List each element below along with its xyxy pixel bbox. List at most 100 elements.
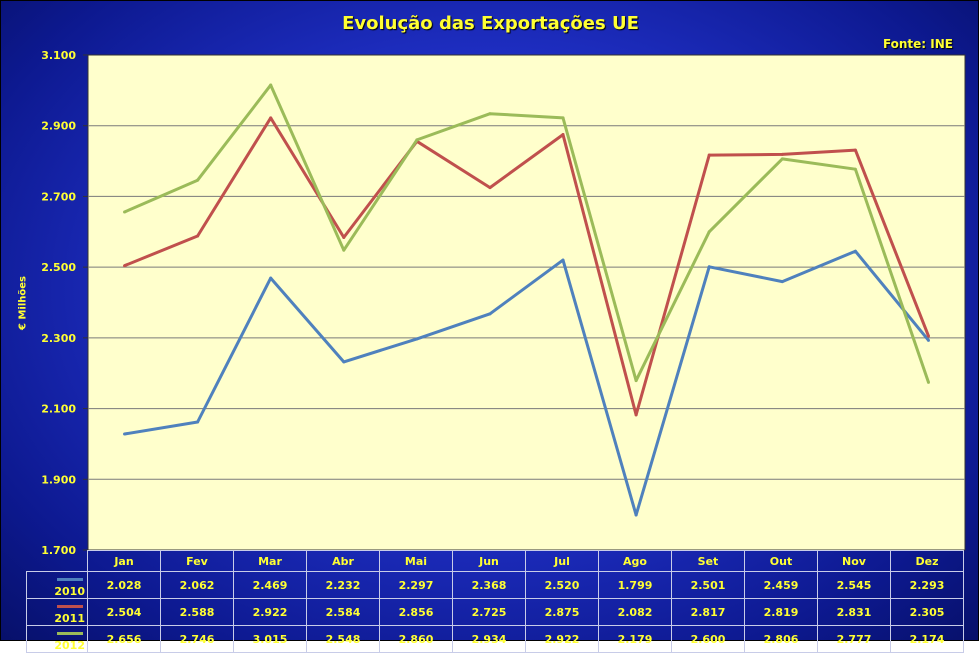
data-label: 2.368 xyxy=(452,571,526,599)
data-label: 2.459 xyxy=(744,571,818,599)
data-point-2012 xyxy=(707,230,711,234)
data-point-2011 xyxy=(488,186,492,190)
data-label: 2.777 xyxy=(817,625,891,653)
data-point-2010 xyxy=(488,312,492,316)
legend-swatch xyxy=(57,604,83,608)
data-label: 2.856 xyxy=(379,598,453,626)
data-label: 2.922 xyxy=(525,625,599,653)
chart-title: Evolução das Exportações UE xyxy=(342,13,639,34)
x-tick-label: Jun xyxy=(452,550,526,572)
data-label: 2.875 xyxy=(525,598,599,626)
data-point-2012 xyxy=(488,112,492,116)
series-line-2011 xyxy=(123,116,930,417)
data-label: 2.817 xyxy=(671,598,745,626)
data-point-2012 xyxy=(780,157,784,161)
data-point-2010 xyxy=(342,360,346,364)
data-point-2012 xyxy=(342,248,346,252)
data-point-2010 xyxy=(926,338,930,342)
data-label: 2.232 xyxy=(306,571,380,599)
data-label: 2.293 xyxy=(890,571,964,599)
data-label: 2.062 xyxy=(160,571,234,599)
data-point-2012 xyxy=(926,380,930,384)
y-tick-label: 1.900 xyxy=(41,473,76,486)
data-label: 2.297 xyxy=(379,571,453,599)
data-label: 2.831 xyxy=(817,598,891,626)
data-label: 2.501 xyxy=(671,571,745,599)
data-label: 2.305 xyxy=(890,598,964,626)
data-label: 2.179 xyxy=(598,625,672,653)
data-point-2010 xyxy=(853,249,857,253)
x-tick-label: Ago xyxy=(598,550,672,572)
data-point-2011 xyxy=(342,235,346,239)
data-label: 2.469 xyxy=(233,571,307,599)
data-label: 3.015 xyxy=(233,625,307,653)
data-point-2010 xyxy=(707,265,711,269)
legend-entry: 2012 xyxy=(26,625,88,653)
y-tick-label: 2.700 xyxy=(41,190,76,203)
data-label: 2.922 xyxy=(233,598,307,626)
data-point-2012 xyxy=(634,379,638,383)
data-point-2010 xyxy=(196,420,200,424)
x-tick-label: Abr xyxy=(306,550,380,572)
data-point-2012 xyxy=(853,167,857,171)
data-label: 2.934 xyxy=(452,625,526,653)
legend-label: 2011 xyxy=(54,612,85,625)
legend-swatch xyxy=(57,577,83,581)
table-header-row: Jan Fev Mar Abr Mai Jun Jul Ago Set Out Nov Dez xyxy=(26,550,964,572)
series-line-2012 xyxy=(123,83,930,383)
data-point-2010 xyxy=(780,280,784,284)
x-tick-label: Mai xyxy=(379,550,453,572)
y-tick-label: 3.100 xyxy=(41,49,76,62)
data-label: 2.725 xyxy=(452,598,526,626)
x-tick-label: Fev xyxy=(160,550,234,572)
data-point-2012 xyxy=(415,138,419,142)
x-tick-label: Dez xyxy=(890,550,964,572)
series-line-2010 xyxy=(124,249,930,517)
data-point-2011 xyxy=(269,116,273,120)
y-tick-label: 2.300 xyxy=(41,332,76,345)
data-label: 2.819 xyxy=(744,598,818,626)
data-label: 2.806 xyxy=(744,625,818,653)
data-point-2011 xyxy=(780,152,784,156)
y-tick-label: 2.900 xyxy=(41,120,76,133)
data-label: 2.584 xyxy=(306,598,380,626)
data-label: 2.548 xyxy=(306,625,380,653)
x-tick-label: Jul xyxy=(525,550,599,572)
data-label: 2.588 xyxy=(160,598,234,626)
data-point-2011 xyxy=(926,334,930,338)
legend-entry: 2010 xyxy=(26,571,88,599)
x-tick-label: Mar xyxy=(233,550,307,572)
data-label: 2.082 xyxy=(598,598,672,626)
data-label: 2.746 xyxy=(160,625,234,653)
data-label: 2.600 xyxy=(671,625,745,653)
data-point-2011 xyxy=(196,234,200,238)
data-point-2012 xyxy=(123,210,127,214)
table-row: 2010 2.028 2.062 2.469 2.232 2.297 2.368 2.520 1… xyxy=(26,571,964,599)
table-row: 2011 2.504 2.588 2.922 2.584 2.856 2.725 2.875 2… xyxy=(26,598,964,626)
data-point-2012 xyxy=(196,178,200,182)
data-point-2010 xyxy=(415,337,419,341)
data-point-2010 xyxy=(269,276,273,280)
data-label: 2.860 xyxy=(379,625,453,653)
data-label: 1.799 xyxy=(598,571,672,599)
data-point-2010 xyxy=(123,432,127,436)
data-point-2011 xyxy=(707,153,711,157)
y-tick-label: 2.100 xyxy=(41,403,76,416)
data-point-2011 xyxy=(634,413,638,417)
data-point-2010 xyxy=(561,258,565,262)
y-tick-label: 2.500 xyxy=(41,261,76,274)
x-tick-label: Set xyxy=(671,550,745,572)
legend-swatch xyxy=(57,631,83,635)
x-tick-label: Nov xyxy=(817,550,891,572)
legend-label: 2010 xyxy=(54,585,85,598)
source-note: Fonte: INE xyxy=(882,37,953,51)
data-label: 2.656 xyxy=(87,625,161,653)
data-point-2011 xyxy=(561,133,565,137)
data-label: 2.028 xyxy=(87,571,161,599)
legend-entry: 2011 xyxy=(26,598,88,626)
data-point-2011 xyxy=(123,264,127,268)
table-row: 2012 2.656 2.746 3.015 2.548 2.860 2.934 2.922 2… xyxy=(26,625,964,653)
data-point-2012 xyxy=(269,83,273,87)
